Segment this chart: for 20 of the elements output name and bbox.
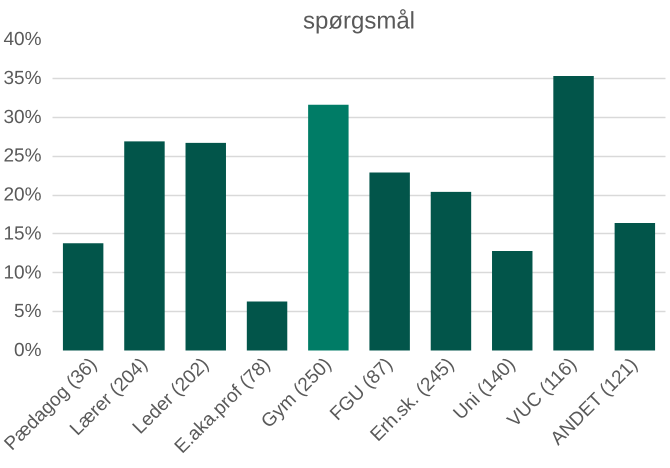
bar <box>614 222 656 350</box>
y-tick-label: 20% <box>3 184 42 206</box>
chart-title: spørgsmål <box>302 8 416 34</box>
bar <box>124 141 165 350</box>
bar <box>308 104 349 350</box>
bar <box>369 172 410 350</box>
bar <box>492 250 532 350</box>
bar <box>186 142 226 350</box>
bar <box>62 243 104 350</box>
y-tick-label: 40% <box>3 29 42 50</box>
bar <box>553 76 594 350</box>
y-tick-label: 35% <box>3 68 42 89</box>
y-tick-label: 5% <box>14 301 42 322</box>
y-tick-label: 15% <box>3 223 42 244</box>
bar <box>246 302 288 350</box>
bar <box>430 192 472 350</box>
y-tick-label: 25% <box>3 146 42 167</box>
y-tick-label: 10% <box>3 262 42 284</box>
y-tick-label: 0% <box>14 340 42 361</box>
y-tick-label: 30% <box>3 106 42 128</box>
